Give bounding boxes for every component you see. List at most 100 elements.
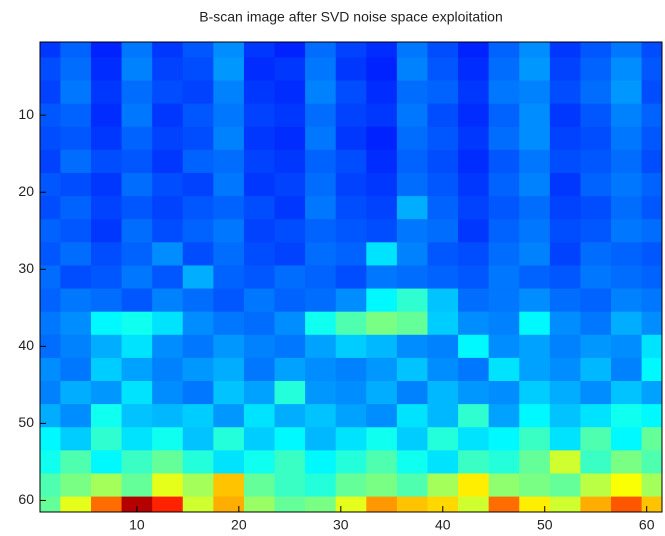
heatmap-cell [60, 358, 91, 382]
heatmap-cell [397, 127, 428, 151]
heatmap-cell [305, 81, 336, 105]
heatmap-cell [305, 497, 336, 521]
y-tick-label: 10 [18, 106, 34, 122]
heatmap-cell [580, 81, 611, 105]
heatmap-cell [611, 242, 642, 266]
heatmap-cell [305, 427, 336, 451]
heatmap-cell [642, 289, 665, 313]
heatmap-cell [183, 289, 214, 313]
heatmap-cell [60, 497, 91, 521]
heatmap-cell [30, 81, 61, 105]
heatmap-cell [397, 404, 428, 428]
heatmap-cell [244, 497, 275, 521]
heatmap-cell [580, 381, 611, 405]
heatmap-cell [336, 312, 367, 336]
chart-title: B-scan image after SVD noise space explo… [199, 9, 503, 25]
heatmap-cell [275, 104, 306, 128]
heatmap-cell [550, 242, 581, 266]
heatmap-cell [213, 473, 244, 497]
heatmap-cell [366, 381, 397, 405]
heatmap-cell [183, 242, 214, 266]
heatmap-cell [60, 57, 91, 81]
heatmap-cell [611, 335, 642, 359]
heatmap-cell [30, 219, 61, 243]
heatmap-cell [489, 427, 520, 451]
heatmap-cell [397, 173, 428, 197]
heatmap-cell [550, 335, 581, 359]
heatmap-cell [30, 57, 61, 81]
heatmap-cell [213, 219, 244, 243]
heatmap-cell [122, 57, 153, 81]
heatmap-cell [305, 57, 336, 81]
x-tick-label: 10 [129, 517, 145, 533]
heatmap-cell [244, 450, 275, 474]
x-tick-label: 50 [537, 517, 553, 533]
heatmap-cell [275, 173, 306, 197]
heatmap-cell [611, 497, 642, 521]
heatmap-cell [305, 104, 336, 128]
heatmap-cell [489, 381, 520, 405]
heatmap-cell [458, 358, 489, 382]
heatmap-cell [519, 34, 550, 58]
heatmap-cell [122, 196, 153, 220]
heatmap-cell [489, 127, 520, 151]
heatmap-cell [611, 81, 642, 105]
heatmap-cell [550, 81, 581, 105]
heatmap-cell [213, 57, 244, 81]
heatmap-cell [611, 196, 642, 220]
heatmap-cell [550, 289, 581, 313]
heatmap-cell [60, 473, 91, 497]
heatmap-cell [489, 335, 520, 359]
heatmap-cell [244, 150, 275, 174]
heatmap-cell [580, 57, 611, 81]
heatmap-cell [427, 450, 458, 474]
heatmap-cell [366, 34, 397, 58]
x-tick-label: 60 [639, 517, 655, 533]
heatmap-cell [397, 497, 428, 521]
heatmap-cell [336, 404, 367, 428]
heatmap-cell [580, 404, 611, 428]
heatmap-cell [122, 127, 153, 151]
heatmap-cell [30, 358, 61, 382]
heatmap-cell [366, 404, 397, 428]
heatmap-cell [91, 289, 122, 313]
heatmap-cell [275, 81, 306, 105]
heatmap-cell [611, 289, 642, 313]
heatmap-cell [397, 81, 428, 105]
heatmap-cell [489, 104, 520, 128]
heatmap-cell [580, 312, 611, 336]
heatmap-cell [60, 312, 91, 336]
heatmap-cell [611, 358, 642, 382]
heatmap-cell [122, 381, 153, 405]
heatmap-cell [519, 150, 550, 174]
heatmap-cell [183, 265, 214, 289]
heatmap-cell [550, 150, 581, 174]
heatmap-cell [580, 427, 611, 451]
heatmap-cell [244, 173, 275, 197]
heatmap-cell [60, 381, 91, 405]
heatmap-cell [550, 381, 581, 405]
heatmap-cell [275, 381, 306, 405]
heatmap-cell [458, 427, 489, 451]
heatmap-cell [336, 381, 367, 405]
heatmap-cell [642, 104, 665, 128]
heatmap-cell [60, 335, 91, 359]
heatmap-cell [336, 450, 367, 474]
heatmap-cell [336, 173, 367, 197]
heatmap-cell [519, 242, 550, 266]
heatmap-cell [458, 219, 489, 243]
heatmap-cell [244, 242, 275, 266]
heatmap-cell [611, 381, 642, 405]
heatmap-cell [275, 34, 306, 58]
heatmap-cell [642, 173, 665, 197]
heatmap-cell [611, 219, 642, 243]
heatmap-cell [366, 358, 397, 382]
heatmap-cell [305, 450, 336, 474]
heatmap-cell [397, 312, 428, 336]
heatmap-cell [305, 150, 336, 174]
y-tick-label: 50 [18, 414, 34, 430]
heatmap-cell [427, 196, 458, 220]
heatmap-cell [275, 473, 306, 497]
heatmap-cell [427, 219, 458, 243]
heatmap-cell [244, 312, 275, 336]
